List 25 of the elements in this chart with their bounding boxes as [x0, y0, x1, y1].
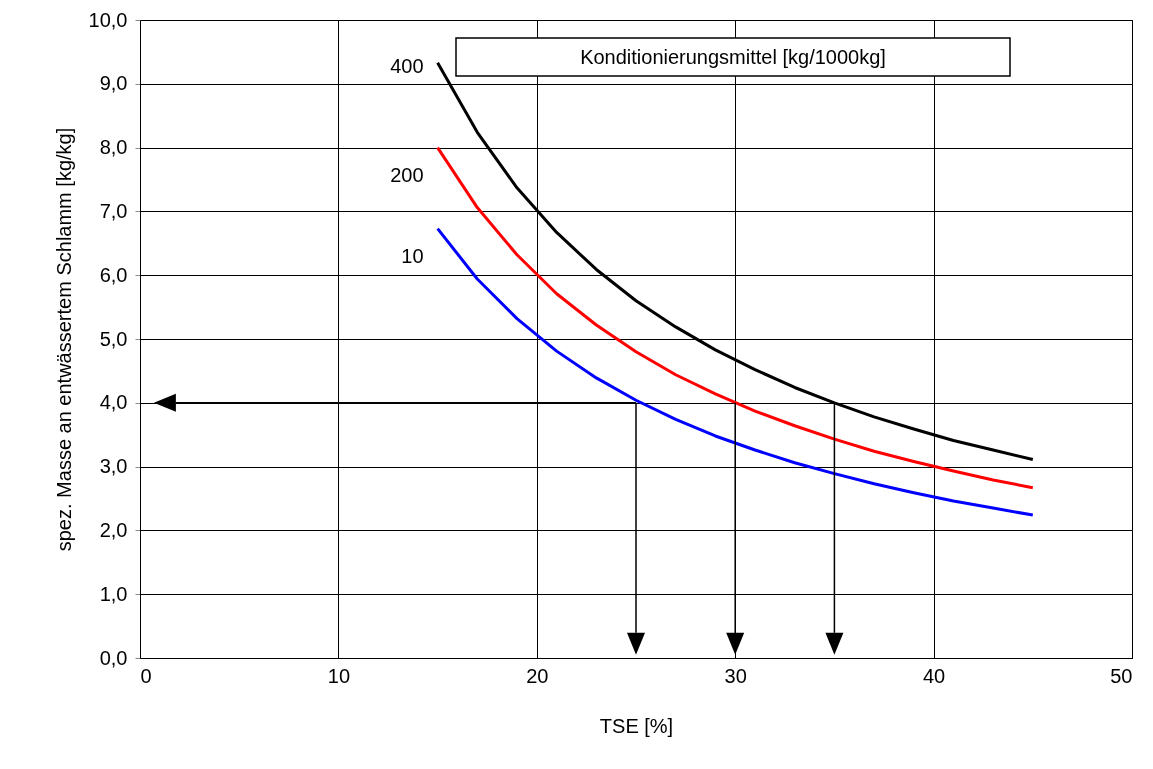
- y-tick-label: 7,0: [99, 199, 128, 222]
- series-label: 400: [390, 54, 424, 77]
- x-tick-label: 20: [526, 664, 549, 687]
- y-tick-label: 6,0: [99, 263, 128, 286]
- y-tick-label: 8,0: [99, 136, 128, 159]
- x-tick-label: 50: [1110, 664, 1133, 687]
- y-tick-label: 1,0: [99, 582, 128, 605]
- y-tick-label: 5,0: [99, 327, 128, 350]
- series-label: 200: [390, 163, 424, 186]
- series-label: 10: [401, 244, 424, 267]
- x-axis-title: TSE [%]: [599, 714, 674, 737]
- x-tick-label: 0: [140, 664, 152, 687]
- legend-title: Konditionierungsmittel [kg/1000kg]: [580, 46, 886, 68]
- y-tick-label: 0,0: [99, 646, 128, 669]
- y-axis-title: spez. Masse an entwässertem Schlamm [kg/kg]: [52, 127, 75, 552]
- x-tick-label: 40: [922, 664, 946, 687]
- x-tick-label: 30: [724, 664, 747, 687]
- line-series: [436, 146, 1035, 490]
- y-tick-label: 2,0: [99, 518, 128, 541]
- x-tick-label: 10: [327, 664, 351, 687]
- y-tick-label: 10,0: [88, 8, 128, 31]
- y-tick-label: 4,0: [99, 391, 128, 414]
- y-tick-label: 3,0: [99, 455, 128, 478]
- y-tick-label: 9,0: [99, 72, 128, 95]
- line-series: [436, 227, 1035, 517]
